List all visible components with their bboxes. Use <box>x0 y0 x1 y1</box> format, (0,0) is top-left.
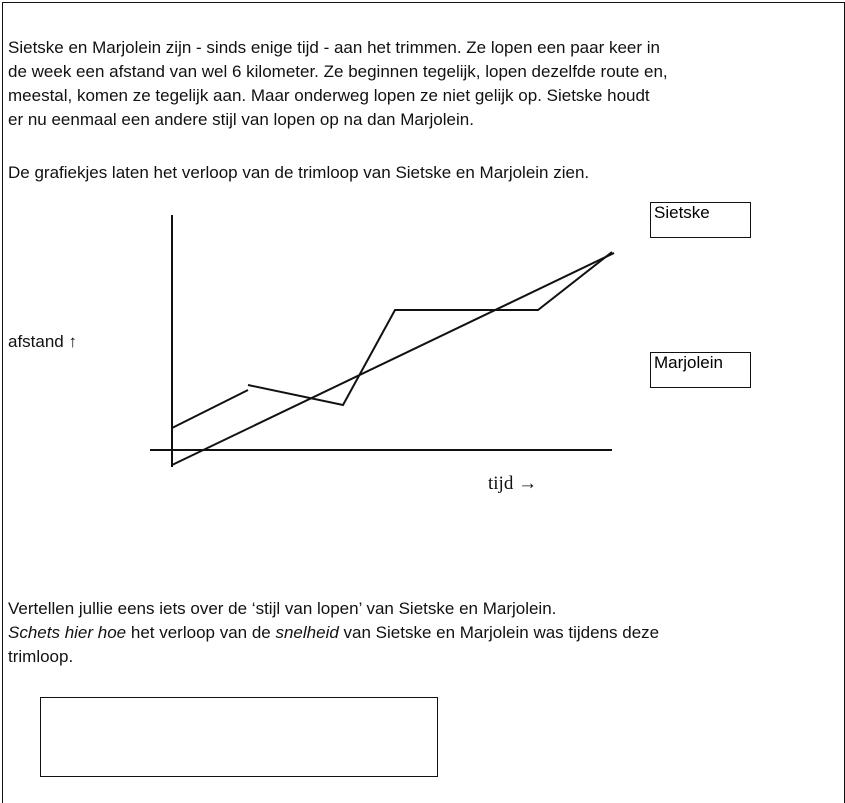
x-label: tijd → <box>488 473 538 494</box>
caption: De grafiekjes laten het verloop van de t… <box>8 163 590 182</box>
y-label: afstand ↑ <box>8 332 77 351</box>
label-box: Marjolein <box>650 352 751 388</box>
question-line: Schets hier hoe het verloop van de snelh… <box>8 621 659 645</box>
sietske-line <box>247 251 613 407</box>
intro-line: meestal, komen ze tegelijk aan. Maar ond… <box>8 86 650 105</box>
text: het verloop van de <box>126 623 276 642</box>
intro-line: er nu eenmaal een andere stijl van lopen… <box>8 110 474 129</box>
question-line: Vertellen jullie eens iets over de ‘stij… <box>8 599 557 618</box>
marjolein-line <box>171 252 615 466</box>
intro-line: Sietske en Marjolein zijn - sinds enige … <box>8 38 661 57</box>
text: van Sietske en Marjolein was tijdens dez… <box>338 623 660 642</box>
graph <box>150 215 615 467</box>
italic-text: snelheid <box>275 623 339 642</box>
intro-line: de week een afstand van wel 6 kilometer.… <box>8 62 668 81</box>
sietske-line <box>171 389 249 429</box>
label-box: Sietske <box>650 202 751 238</box>
answer-box <box>40 697 438 777</box>
question-line: trimloop. <box>8 647 74 666</box>
italic-text: Schets hier hoe <box>8 623 127 642</box>
